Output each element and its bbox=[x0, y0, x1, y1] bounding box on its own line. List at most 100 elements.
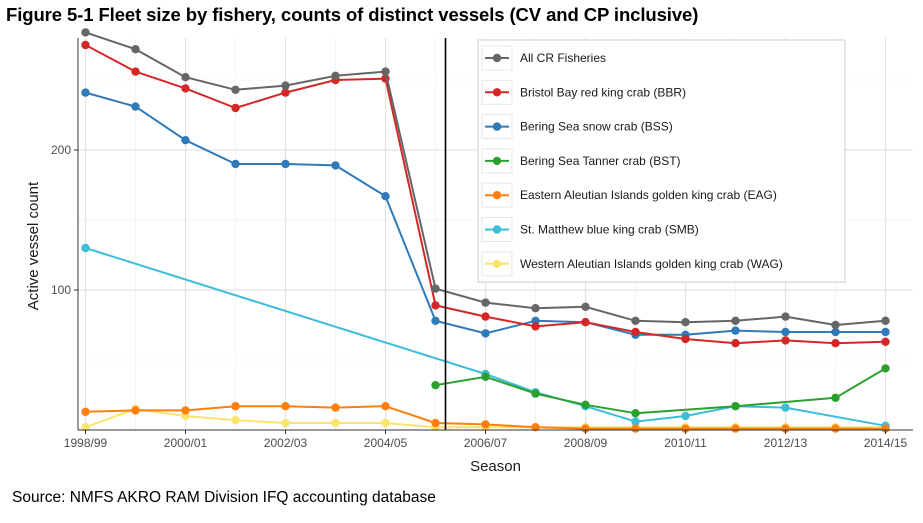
y-axis-title: Active vessel count bbox=[25, 181, 42, 310]
legend-item: St. Matthew blue king crab (SMB) bbox=[481, 217, 699, 242]
data-point bbox=[81, 407, 90, 416]
data-point bbox=[81, 40, 90, 50]
data-point bbox=[431, 301, 440, 310]
legend-label: Western Aleutian Islands golden king cra… bbox=[520, 257, 783, 271]
data-point bbox=[831, 320, 840, 330]
data-point bbox=[481, 420, 490, 429]
data-point bbox=[481, 312, 490, 321]
data-point bbox=[881, 424, 890, 433]
data-point bbox=[231, 159, 240, 169]
data-point bbox=[131, 102, 140, 111]
data-point bbox=[181, 84, 190, 93]
data-point bbox=[781, 424, 790, 433]
legend-box bbox=[477, 39, 846, 283]
figure-source: Source: NMFS AKRO RAM Division IFQ accou… bbox=[12, 489, 436, 506]
series-2 bbox=[81, 40, 890, 348]
data-point bbox=[481, 329, 490, 338]
legend-item: Eastern Aleutian Islands golden king cra… bbox=[481, 182, 777, 208]
x-tick-label: 2012/13 bbox=[764, 436, 808, 450]
data-point bbox=[581, 318, 590, 327]
legend-label: All CR Fisheries bbox=[520, 51, 606, 65]
data-point bbox=[831, 327, 840, 337]
data-point bbox=[731, 326, 740, 335]
data-point bbox=[381, 418, 390, 428]
x-tick-label: 2004/05 bbox=[364, 436, 408, 450]
axes: 100 200 1998/99 2000/01 2002/03 2004/05 2006/0… bbox=[51, 38, 913, 450]
legend-key-marker bbox=[492, 259, 502, 268]
data-point bbox=[581, 424, 590, 433]
data-point bbox=[781, 327, 790, 337]
legend-label: Bristol Bay red king crab (BBR) bbox=[520, 85, 686, 99]
legend-item: Bering Sea Tanner crab (BST) bbox=[481, 148, 681, 174]
legend-label: Eastern Aleutian Islands golden king cra… bbox=[520, 188, 777, 202]
data-point bbox=[231, 103, 240, 113]
x-axis-title: Season bbox=[470, 458, 521, 475]
series-line bbox=[435, 367, 887, 415]
x-tick-label: 2006/07 bbox=[464, 436, 508, 450]
data-point bbox=[431, 284, 440, 293]
data-point bbox=[831, 339, 840, 348]
x-tick-label: 2014/15 bbox=[864, 436, 908, 450]
data-point bbox=[631, 424, 640, 433]
data-point bbox=[81, 423, 90, 432]
legend-item: Bering Sea snow crab (BSS) bbox=[481, 114, 673, 140]
data-point bbox=[681, 318, 690, 327]
legend-key-marker bbox=[492, 191, 502, 200]
data-point bbox=[881, 316, 890, 325]
legend-key-marker bbox=[492, 88, 502, 97]
data-point bbox=[731, 339, 740, 348]
data-point bbox=[231, 416, 240, 425]
x-tick-label: 2002/03 bbox=[264, 436, 308, 450]
data-point bbox=[781, 312, 790, 321]
data-point bbox=[281, 159, 290, 169]
data-point bbox=[81, 28, 90, 37]
data-point bbox=[631, 417, 640, 426]
legend-item: Western Aleutian Islands golden king cra… bbox=[481, 251, 783, 277]
data-point bbox=[581, 400, 590, 409]
data-point bbox=[631, 409, 640, 418]
data-point bbox=[731, 424, 740, 433]
data-point bbox=[431, 418, 440, 428]
data-point bbox=[431, 381, 440, 390]
data-point bbox=[281, 88, 290, 97]
legend-label: Bering Sea Tanner crab (BST) bbox=[520, 154, 681, 168]
data-point bbox=[481, 372, 490, 381]
x-tick-label: 1998/99 bbox=[64, 436, 108, 450]
data-point bbox=[531, 304, 540, 313]
y-tick-label: 200 bbox=[51, 143, 71, 157]
data-point bbox=[81, 88, 90, 97]
data-point bbox=[481, 298, 490, 307]
data-point bbox=[381, 192, 390, 201]
data-point bbox=[631, 316, 640, 325]
data-point bbox=[181, 136, 190, 145]
y-tick-label: 100 bbox=[51, 283, 71, 297]
data-point bbox=[731, 316, 740, 325]
data-point bbox=[381, 67, 390, 76]
x-tick-label: 2008/09 bbox=[564, 436, 608, 450]
series-5 bbox=[81, 402, 890, 433]
data-point bbox=[331, 161, 340, 170]
legend-item: Bristol Bay red king crab (BBR) bbox=[481, 79, 686, 105]
legend-label: Bering Sea snow crab (BSS) bbox=[520, 120, 673, 134]
data-point bbox=[881, 337, 890, 346]
data-point bbox=[431, 316, 440, 325]
data-point bbox=[181, 73, 190, 82]
data-point bbox=[281, 402, 290, 411]
data-point bbox=[831, 393, 840, 402]
legend-key-marker bbox=[492, 225, 502, 234]
data-point bbox=[781, 403, 790, 412]
legend-key-marker bbox=[492, 156, 502, 166]
data-point bbox=[131, 67, 140, 76]
data-point bbox=[331, 403, 340, 412]
data-point bbox=[631, 327, 640, 337]
data-point bbox=[331, 71, 340, 81]
data-point bbox=[281, 418, 290, 428]
data-point bbox=[681, 334, 690, 344]
series-1 bbox=[81, 28, 890, 330]
legend-item: All CR Fisheries bbox=[481, 45, 606, 71]
legend: All CR Fisheries Bristol Bay red king cra… bbox=[477, 39, 846, 283]
data-point bbox=[881, 364, 890, 373]
data-point bbox=[231, 85, 240, 95]
data-point bbox=[531, 389, 540, 398]
